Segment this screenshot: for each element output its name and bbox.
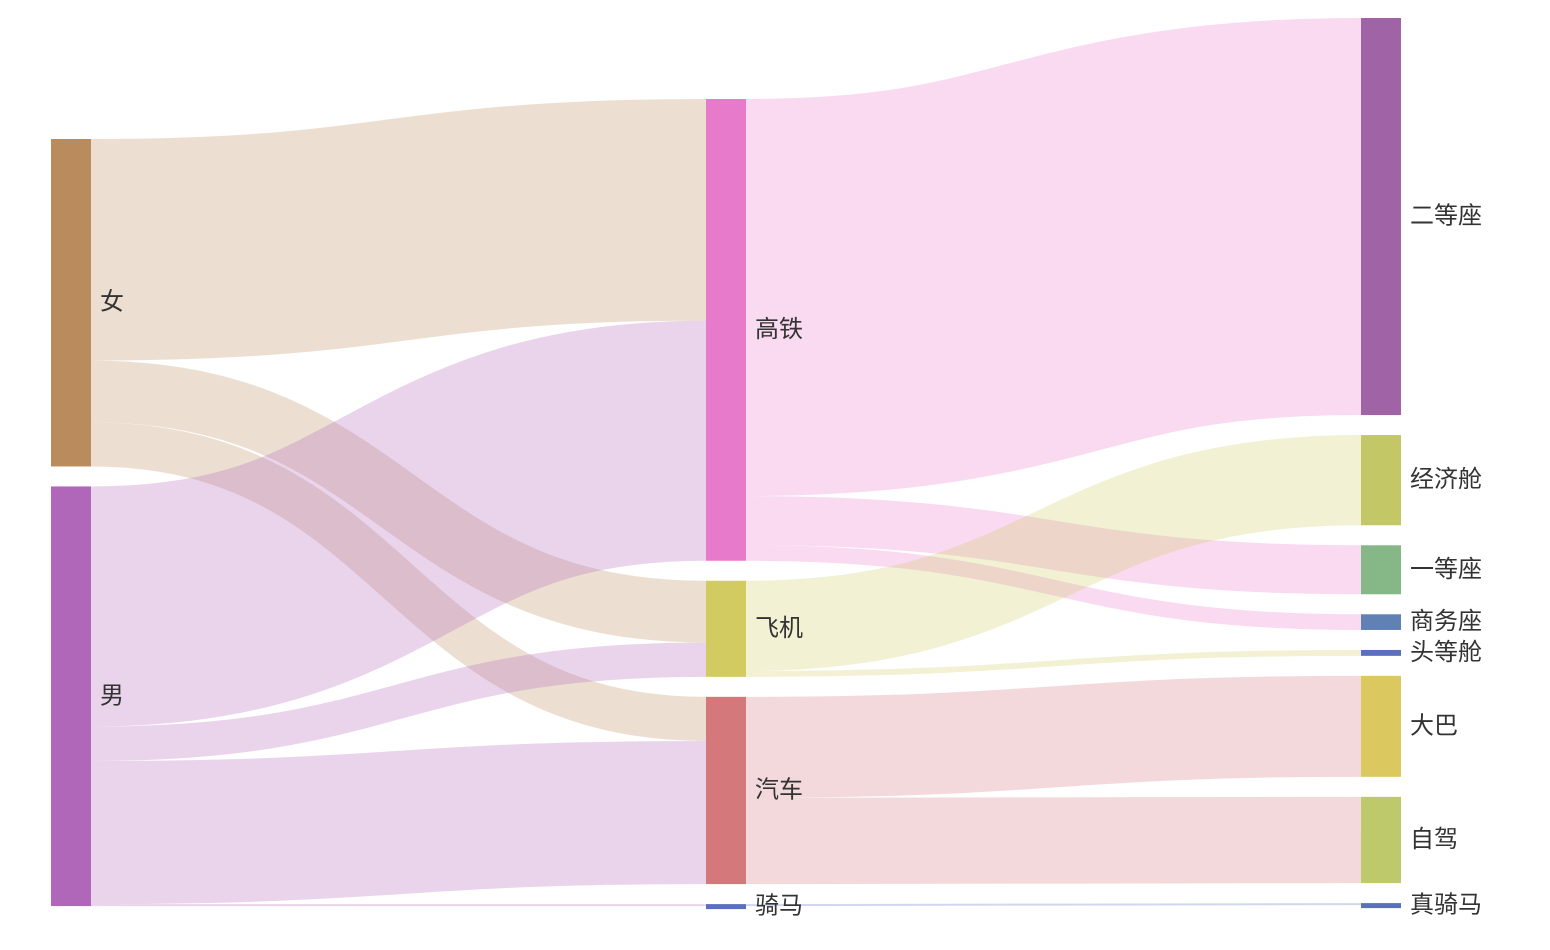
node-label-汽车: 汽车 (755, 775, 803, 803)
link-飞机-经济舱 (745, 435, 1362, 671)
node-大巴 (1361, 675, 1401, 777)
node-商务座 (1361, 614, 1401, 630)
node-label-飞机: 飞机 (755, 614, 803, 642)
node-一等座 (1361, 545, 1401, 595)
links-layer (89, 18, 1363, 907)
node-label-商务座: 商务座 (1410, 607, 1482, 635)
node-头等舱 (1361, 649, 1401, 656)
link-飞机-头等舱 (745, 649, 1362, 677)
node-真骑马 (1361, 903, 1401, 909)
node-label-二等座: 二等座 (1410, 202, 1482, 230)
link-汽车-自驾 (745, 796, 1362, 885)
node-label-经济舱: 经济舱 (1410, 465, 1482, 493)
link-汽车-大巴 (745, 675, 1362, 798)
node-label-高铁: 高铁 (755, 315, 803, 343)
node-label-头等舱: 头等舱 (1410, 638, 1482, 666)
node-自驾 (1361, 796, 1401, 884)
node-label-男: 男 (100, 681, 124, 709)
link-骑马-真骑马 (745, 903, 1362, 907)
link-女-高铁 (90, 99, 707, 361)
node-男 (51, 486, 91, 907)
node-label-女: 女 (100, 288, 124, 316)
link-女-汽车 (90, 422, 707, 741)
node-女 (51, 139, 91, 467)
node-经济舱 (1361, 435, 1401, 526)
node-高铁 (706, 99, 746, 561)
link-女-飞机 (90, 360, 707, 643)
node-飞机 (706, 580, 746, 677)
link-高铁-商务座 (745, 545, 1362, 630)
node-label-真骑马: 真骑马 (1410, 891, 1482, 919)
node-label-骑马: 骑马 (755, 892, 803, 920)
link-男-飞机 (90, 642, 707, 761)
node-二等座 (1361, 18, 1401, 416)
node-label-大巴: 大巴 (1410, 711, 1458, 739)
link-男-高铁 (89, 320, 708, 727)
node-label-一等座: 一等座 (1410, 555, 1482, 583)
node-汽车 (706, 696, 746, 885)
link-男-汽车 (90, 740, 707, 905)
link-高铁-二等座 (744, 18, 1363, 497)
node-骑马 (706, 904, 746, 910)
nodes-layer (51, 18, 1401, 910)
link-高铁-一等座 (745, 496, 1362, 595)
node-label-自驾: 自驾 (1410, 825, 1458, 853)
